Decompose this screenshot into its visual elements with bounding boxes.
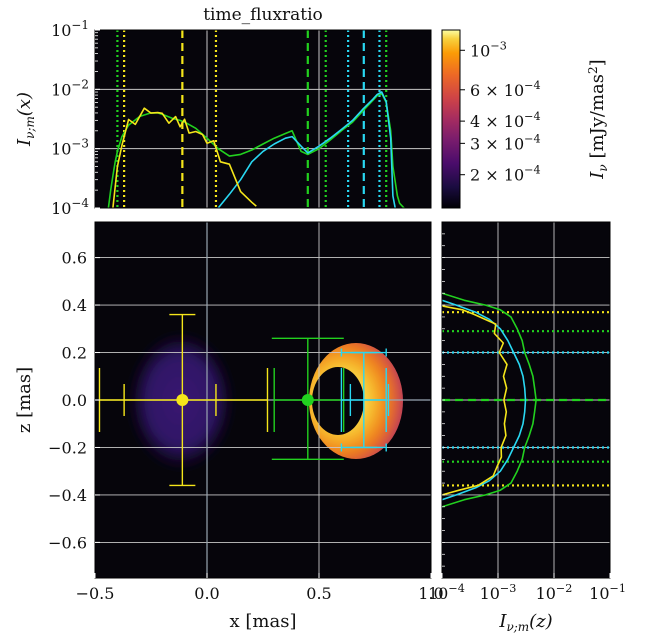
top-panel-background: [95, 30, 431, 208]
main-x-ticks: −0.5 0.0 0.5 1.0: [76, 573, 444, 603]
top-ytick-label: 10−1: [51, 18, 89, 40]
right-x-axis-label: Iν;m(z): [498, 611, 552, 634]
top-panel-frame: [94, 29, 432, 209]
colorbar-tick-label: 2 × 10−4: [470, 164, 541, 185]
top-y-axis-label: Iν;m(x): [14, 92, 37, 147]
colorbar-gradient: [441, 29, 461, 209]
colorbar-tick-label: 4 × 10−4: [470, 110, 541, 131]
right-x-ticks: 10−4 10−3 10−2 10−1: [428, 233, 626, 603]
colorbar-tick-label: 6 × 10−4: [470, 79, 541, 100]
right-series-green: [442, 292, 537, 508]
right-grid: [442, 222, 610, 578]
main-ytick-label: 0.0: [62, 391, 87, 410]
main-x-axis-label: x [mas]: [230, 611, 297, 632]
top-series-green: [107, 92, 405, 208]
top-series-yellow: [112, 107, 257, 208]
top-ytick-label: 10−4: [51, 196, 89, 218]
main-y-ticks: −0.6 −0.4 −0.2 0.0 0.2 0.4 0.6: [48, 249, 100, 552]
top-ytick-label: 10−3: [51, 137, 89, 159]
colorbar-ticks: 2 × 10−4 3 × 10−44 × 10−4 6 × 10−4 10−3: [460, 39, 541, 185]
main-ytick-label: −0.2: [48, 438, 87, 457]
right-series: [442, 292, 537, 508]
top-series-cyan: [217, 91, 396, 208]
main-xtick-label: 0.5: [306, 584, 331, 603]
colorbar-tick-label: 10−3: [470, 39, 507, 60]
main-ytick-label: 0.4: [62, 296, 87, 315]
chart-title: time_fluxratio: [203, 5, 323, 25]
main-image-panel: −0.5 0.0 0.5 1.0 −0.6 −0.4 −0.2 0.0 0.2 0.4 0.6 x…: [14, 221, 444, 632]
right-xtick-label: 10−2: [536, 582, 573, 603]
right-xtick-label: 10−3: [480, 582, 517, 603]
colorbar: 2 × 10−4 3 × 10−44 × 10−4 6 × 10−4 10−3 Iν …: [441, 29, 610, 209]
top-reference-lines: [116, 30, 388, 208]
main-ytick-label: −0.4: [48, 486, 87, 505]
main-xtick-label: 1.0: [418, 584, 443, 603]
right-xtick-label: 10−1: [589, 582, 626, 603]
right-profile-panel: 10−4 10−3 10−2 10−1 Iν;m(z): [428, 221, 626, 634]
source-marker-yellow: [176, 394, 189, 406]
source-marker-green: [301, 394, 314, 406]
top-profile-panel: 10−4 10−3 10−2 10−1 Iν;m(x): [14, 18, 432, 218]
top-y-ticks: 10−4 10−3 10−2 10−1: [51, 18, 100, 218]
source-markers: [98, 313, 390, 487]
top-grid: [95, 30, 431, 208]
main-ytick-label: 0.6: [62, 249, 87, 268]
main-ytick-label: 0.2: [62, 344, 87, 363]
top-ytick-label: 10−2: [51, 77, 89, 99]
colorbar-label: Iν [mJy/mas2]: [586, 59, 610, 179]
right-xtick-label: 10−4: [428, 582, 465, 603]
main-xtick-label: 0.0: [194, 584, 219, 603]
main-xtick-label: −0.5: [76, 584, 115, 603]
main-ytick-label: −0.6: [48, 533, 87, 552]
colorbar-tick-label: 3 × 10−4: [470, 132, 541, 153]
main-y-axis-label: z [mas]: [14, 367, 35, 433]
right-series-yellow: [442, 305, 508, 496]
top-series: [107, 91, 405, 208]
